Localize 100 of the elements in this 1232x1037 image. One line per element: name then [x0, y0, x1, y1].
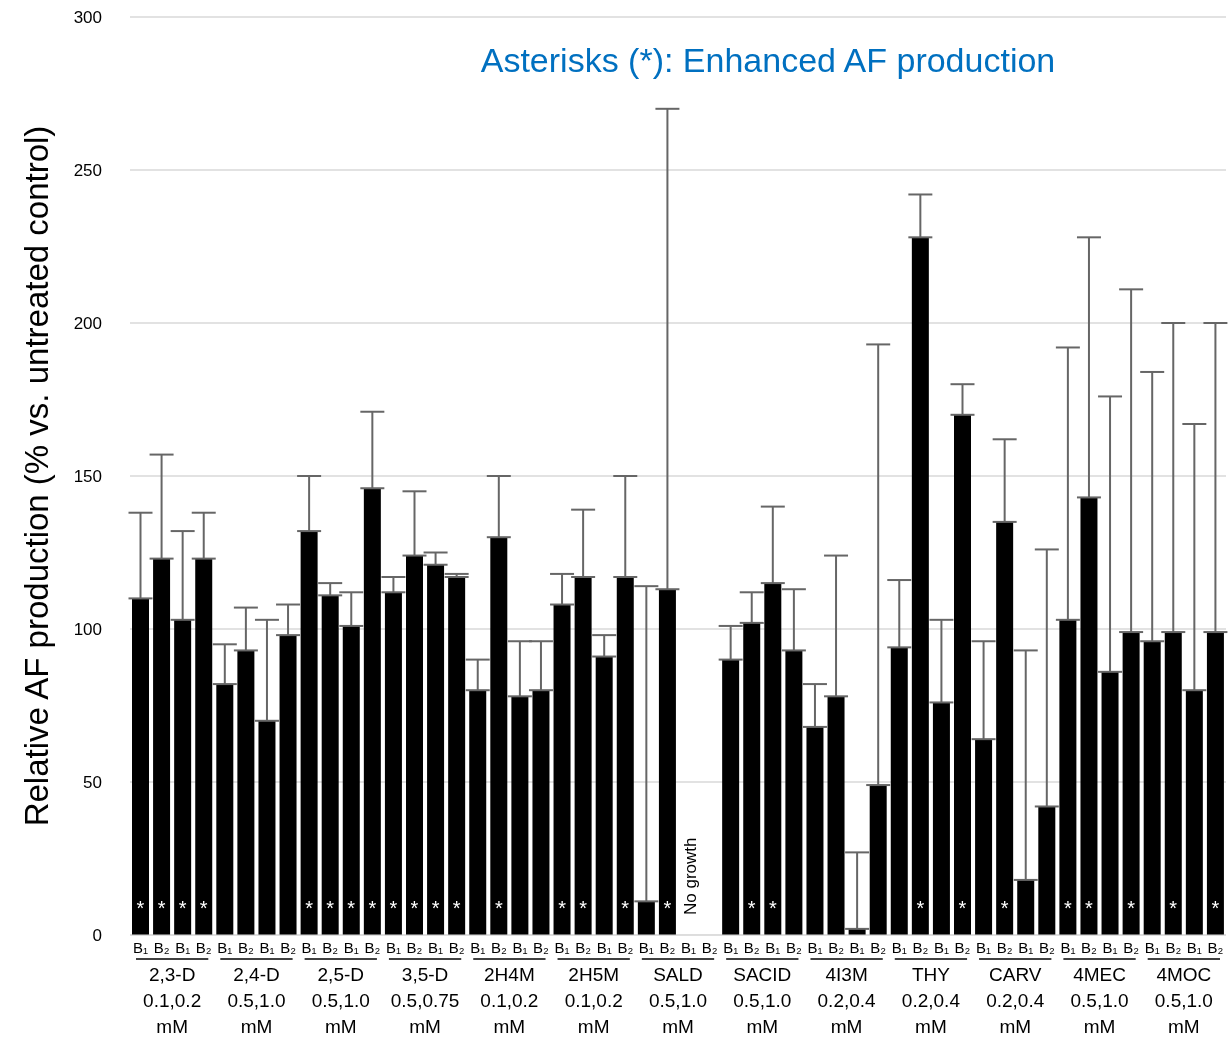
bar — [195, 558, 213, 935]
x-tick-label: B₂ — [153, 939, 170, 956]
text: 2H5M 0.1,0.2 mM — [564, 964, 623, 1037]
x-tick-label: B₁ — [1102, 939, 1118, 956]
bar — [384, 592, 402, 935]
text: 2H4M 0.1,0.2 mM — [480, 964, 539, 1037]
x-tick-label: B₁ — [259, 939, 275, 956]
bar — [342, 625, 360, 935]
bar — [1143, 641, 1161, 935]
data-label: * — [579, 897, 588, 919]
bar — [427, 564, 445, 935]
x-tick-label: B₂ — [996, 939, 1013, 956]
x-tick-label: B₂ — [1081, 939, 1098, 956]
data-label: * — [1127, 897, 1136, 919]
data-label: * — [157, 897, 166, 919]
bar — [300, 531, 318, 935]
x-tick-label: B₂ — [406, 939, 423, 956]
y-tick-label: 250 — [73, 161, 102, 181]
x-tick-label: B₁ — [976, 939, 992, 956]
bar — [595, 656, 613, 935]
bar — [132, 598, 149, 935]
bar — [153, 558, 171, 935]
bar — [637, 901, 655, 935]
bar — [490, 537, 508, 935]
bar — [996, 521, 1014, 935]
x-tick-label: B₁ — [512, 939, 528, 956]
x-tick-label: B₂ — [280, 939, 297, 956]
data-label: * — [747, 897, 756, 919]
text: SALD 0.5,1.0 mM — [648, 964, 708, 1037]
bar — [321, 595, 339, 935]
bar — [616, 576, 634, 935]
data-label: * — [389, 897, 398, 919]
bar — [1206, 632, 1224, 935]
y-axis-title: Relative AF production (% vs. untreated control) — [18, 125, 55, 827]
x-tick-label: B₂ — [238, 939, 255, 956]
bar — [806, 726, 824, 935]
text: SACID 0.5,1.0 mM — [733, 964, 792, 1037]
x-tick-label: B₂ — [490, 939, 507, 956]
text: 2,4-D 0.5,1.0 mM — [227, 964, 286, 1037]
x-tick-label: B₁ — [301, 939, 317, 956]
data-label: * — [494, 897, 503, 919]
x-tick-label: B₁ — [849, 939, 865, 956]
x-tick-label: B₁ — [891, 939, 907, 956]
x-tick-label: B₁ — [554, 939, 570, 956]
data-label: * — [621, 897, 630, 919]
text: 4MEC 0.5,1.0 mM — [1070, 964, 1129, 1037]
annotation: No growth — [680, 837, 700, 915]
x-tick-label: B₁ — [596, 939, 612, 956]
x-tick-label: B₁ — [723, 939, 739, 956]
x-tick-label: B₁ — [1060, 939, 1076, 956]
bar — [722, 659, 740, 935]
x-tick-label: B₂ — [448, 939, 465, 956]
x-tick-label: B₁ — [933, 939, 949, 956]
data-label: * — [326, 897, 335, 919]
data-label: * — [1000, 897, 1009, 919]
bar — [174, 619, 192, 935]
x-tick-label: B₁ — [428, 939, 444, 956]
y-tick-label: 150 — [73, 467, 102, 487]
bar — [932, 702, 950, 935]
bar — [237, 650, 255, 935]
text: THY 0.2,0.4 mM — [901, 964, 961, 1037]
y-tick-label: 50 — [83, 773, 102, 793]
y-tick-label: 0 — [92, 926, 102, 946]
bar — [532, 690, 550, 935]
text: 3,5-D 0.5,0.75 mM — [390, 964, 460, 1037]
x-tick-label: B₁ — [681, 939, 697, 956]
bar — [827, 696, 845, 935]
x-tick-label: B₁ — [133, 939, 149, 956]
x-tick-label: B₂ — [1207, 939, 1224, 956]
data-label: * — [452, 897, 461, 919]
data-label: * — [916, 897, 925, 919]
bar — [258, 720, 276, 935]
x-tick-label: B₂ — [701, 939, 718, 956]
x-tick-label: B₁ — [385, 939, 401, 956]
x-tick-label: B₂ — [659, 939, 676, 956]
data-label: * — [431, 897, 440, 919]
data-label: * — [178, 897, 187, 919]
x-tick-label: B₂ — [828, 939, 845, 956]
x-tick-label: B₂ — [1165, 939, 1182, 956]
bar — [1122, 632, 1140, 935]
x-tick-label: B₁ — [343, 939, 359, 956]
x-tick-label: B₂ — [322, 939, 339, 956]
x-tick-label: B₂ — [743, 939, 760, 956]
bar — [890, 647, 908, 935]
x-tick-label: B₂ — [912, 939, 929, 956]
y-tick-label: 100 — [73, 620, 102, 640]
x-tick-label: B₂ — [954, 939, 971, 956]
data-label: * — [1063, 897, 1072, 919]
x-tick-label: B₁ — [175, 939, 191, 956]
x-tick-label: B₂ — [533, 939, 550, 956]
bar — [869, 785, 887, 935]
bar — [1038, 806, 1056, 935]
data-label: * — [199, 897, 208, 919]
text: 4MOC 0.5,1.0 mM — [1154, 964, 1213, 1037]
y-tick-label: 300 — [73, 8, 102, 28]
bar — [574, 576, 592, 935]
data-label: * — [410, 897, 419, 919]
bar — [1101, 671, 1119, 935]
bar — [1017, 879, 1035, 935]
bar — [1164, 632, 1182, 935]
